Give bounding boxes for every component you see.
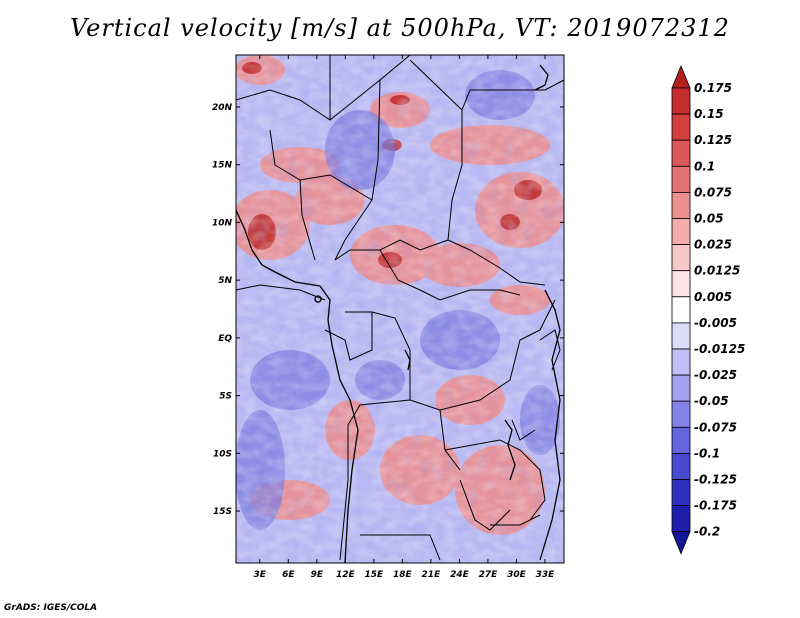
lon-tick-label: 24E (450, 570, 470, 580)
colorbar-swatch (671, 374, 691, 402)
coastline (236, 64, 561, 563)
colorbar-label: -0.025 (694, 368, 737, 382)
page-title: Vertical velocity [m/s] at 500hPa, VT: 2… (70, 14, 730, 42)
colorbar-label: -0.175 (694, 499, 737, 513)
colorbar-swatch (671, 113, 691, 141)
longitude-axis: 3E 6E 9E 12E 15E 18E 21E 24E 27E 30E 33E (254, 55, 556, 580)
lat-tick-label: 20N (212, 103, 233, 113)
lon-tick-label: 15E (365, 570, 385, 580)
colorbar-swatch (671, 296, 691, 324)
colorbar-label: 0.0125 (694, 264, 740, 278)
colorbar-swatch (671, 218, 691, 246)
credit-text: GrADS: IGES/COLA (4, 603, 98, 613)
colorbar-swatch (671, 479, 691, 507)
colorbar-label: 0.005 (694, 290, 732, 304)
colorbar-swatch (671, 87, 691, 115)
lon-tick-label: 18E (393, 570, 413, 580)
colorbar-swatch (671, 139, 691, 167)
velocity-field (236, 55, 564, 563)
colorbar-cap-top (671, 64, 691, 89)
colorbar-swatch (671, 270, 691, 298)
colorbar-swatch (671, 165, 691, 193)
colorbar-swatch (671, 191, 691, 219)
colorbar-label: -0.2 (694, 525, 720, 539)
lat-tick-label: 15S (213, 507, 232, 517)
colorbar-swatch (671, 244, 691, 272)
colorbar-label: 0.125 (694, 133, 732, 147)
colorbar-swatch (671, 452, 691, 480)
lon-tick-label: 12E (336, 570, 356, 580)
colorbar-label: -0.125 (694, 473, 737, 487)
colorbar-swatch (671, 322, 691, 350)
lon-tick-label: 27E (479, 570, 499, 580)
lon-tick-label: 9E (311, 570, 324, 580)
colorbar: 0.175 0.15 0.125 0.1 0.075 0.05 0.025 0.0125 0.0… (671, 64, 745, 555)
lat-tick-label: 5N (218, 276, 232, 286)
lon-tick-label: 21E (422, 570, 442, 580)
map-frame (235, 54, 565, 564)
lon-tick-label: 3E (254, 570, 267, 580)
colorbar-swatch (671, 426, 691, 454)
colorbar-label: 0.1 (694, 159, 715, 173)
colorbar-swatch (671, 505, 691, 533)
colorbar-label: 0.075 (694, 185, 732, 199)
country-borders (236, 55, 564, 561)
colorbar-swatch (671, 348, 691, 376)
colorbar-label: -0.1 (694, 446, 720, 460)
colorbar-label: 0.15 (694, 107, 724, 121)
lon-tick-label: 6E (282, 570, 295, 580)
lat-tick-label: 10S (213, 449, 232, 459)
lat-tick-label: EQ (218, 334, 232, 344)
colorbar-label: 0.175 (694, 81, 732, 95)
colorbar-label: -0.005 (694, 316, 737, 330)
colorbar-label: -0.0125 (694, 342, 745, 356)
colorbar-swatch (671, 400, 691, 428)
lon-tick-label: 33E (536, 570, 556, 580)
lat-tick-label: 15N (212, 161, 233, 171)
colorbar-label: -0.05 (694, 394, 729, 408)
lat-tick-label: 10N (212, 218, 233, 228)
colorbar-label: 0.05 (694, 212, 724, 226)
lon-tick-label: 30E (507, 570, 527, 580)
latitude-axis: 20N 15N 10N 5N EQ 5S 10S 15S (212, 103, 564, 517)
colorbar-label: 0.025 (694, 238, 732, 252)
lat-tick-label: 5S (219, 392, 232, 402)
colorbar-label: -0.075 (694, 420, 737, 434)
colorbar-cap-bottom (671, 531, 691, 555)
